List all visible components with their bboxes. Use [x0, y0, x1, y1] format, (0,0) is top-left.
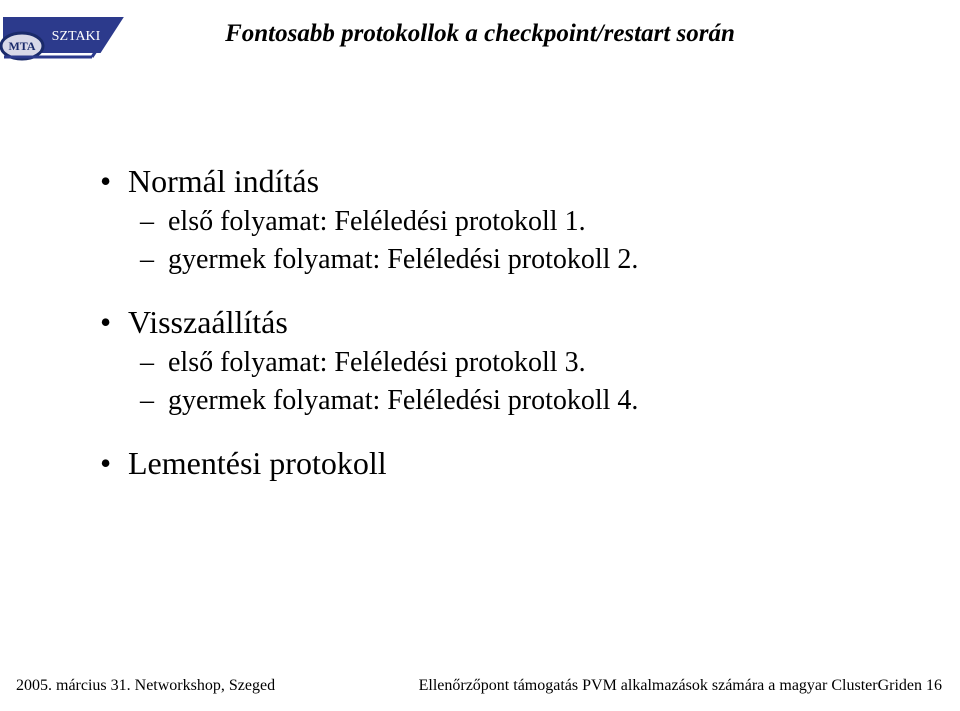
- slide: MTA SZTAKI Fontosabb protokollok a check…: [0, 0, 960, 711]
- bullet-item: Lementési protokoll: [100, 445, 900, 482]
- footer-right-text: Ellenőrzőpont támogatás PVM alkalmazások…: [419, 677, 922, 694]
- bullet-item: Visszaállítás: [100, 304, 900, 341]
- bullet-text: Lementési protokoll: [128, 445, 387, 481]
- bullet-item: első folyamat: Feléledési protokoll 3.: [100, 347, 900, 379]
- bullet-text: első folyamat: Feléledési protokoll 1.: [168, 206, 586, 237]
- bullet-text: Visszaállítás: [128, 304, 288, 340]
- slide-title: Fontosabb protokollok a checkpoint/resta…: [0, 20, 960, 48]
- title-text: Fontosabb protokollok a checkpoint/resta…: [225, 20, 735, 47]
- footer-left: 2005. március 31. Networkshop, Szeged: [16, 677, 275, 695]
- bullet-text: gyermek folyamat: Feléledési protokoll 4…: [168, 385, 638, 416]
- bullet-text: gyermek folyamat: Feléledési protokoll 2…: [168, 244, 638, 275]
- footer-left-text: 2005. március 31. Networkshop, Szeged: [16, 677, 275, 694]
- footer-right: Ellenőrzőpont támogatás PVM alkalmazások…: [419, 677, 942, 695]
- bullet-text: Normál indítás: [128, 163, 319, 199]
- bullet-text: első folyamat: Feléledési protokoll 3.: [168, 347, 586, 378]
- bullet-item: gyermek folyamat: Feléledési protokoll 2…: [100, 244, 900, 276]
- content-area: Normál indítás első folyamat: Feléledési…: [100, 135, 900, 482]
- bullet-item: gyermek folyamat: Feléledési protokoll 4…: [100, 385, 900, 417]
- bullet-item: Normál indítás: [100, 163, 900, 200]
- bullet-item: első folyamat: Feléledési protokoll 1.: [100, 206, 900, 238]
- page-number: 16: [926, 677, 942, 694]
